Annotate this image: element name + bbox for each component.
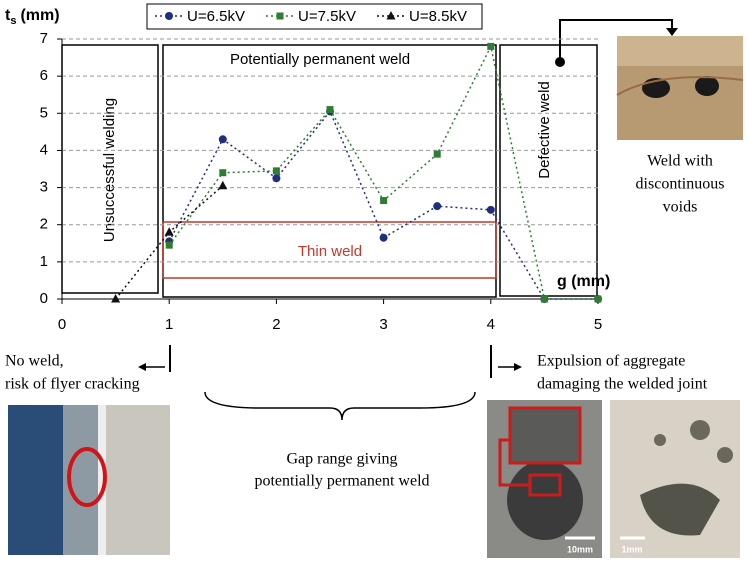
y-tick-label: 5 (40, 104, 48, 121)
point (433, 150, 441, 158)
annotation: Weld with (647, 153, 713, 170)
x-tick-label: 4 (487, 316, 495, 333)
point (218, 180, 228, 190)
annotation: Gap range giving (286, 451, 397, 468)
arrow-head (666, 28, 678, 36)
y-tick-label: 4 (40, 141, 48, 158)
point (326, 106, 334, 114)
photo-expulsion-b: 1mm (610, 400, 740, 558)
region-box (499, 44, 598, 297)
x-tick-label: 2 (272, 316, 280, 333)
point (272, 167, 280, 175)
annotation: voids (663, 199, 698, 216)
legend-marker (165, 12, 173, 20)
x-tick-label: 0 (58, 316, 66, 333)
annotation: risk of flyer cracking (5, 376, 140, 393)
arrow-head (514, 363, 522, 371)
point (164, 227, 174, 236)
point (111, 294, 121, 303)
annotation: damaging the welded joint (537, 376, 708, 393)
region-label: Defective weld (536, 81, 553, 179)
region-label: Unsuccessful welding (101, 98, 118, 242)
arrow-head (138, 363, 146, 371)
point (219, 169, 227, 177)
photo-voids (616, 36, 744, 140)
annotation: discontinuous (636, 176, 725, 193)
point (218, 135, 227, 144)
point (486, 205, 495, 214)
region-label: Thin weld (298, 243, 362, 260)
region-box (162, 44, 497, 298)
photo-flyer (8, 405, 170, 555)
point (165, 241, 173, 249)
point (379, 233, 388, 242)
x-tick-label: 5 (594, 316, 602, 333)
x-axis-label: g (mm) (557, 273, 610, 290)
legend-marker (276, 12, 284, 20)
scale-label: 1mm (621, 544, 642, 554)
point (594, 295, 602, 303)
legend-label: U=7.5kV (298, 8, 356, 25)
point (487, 42, 495, 50)
annotation: No weld, (5, 353, 64, 370)
y-tick-label: 2 (40, 216, 48, 233)
legend-label: U=8.5kV (409, 8, 467, 25)
series-line (168, 44, 598, 300)
y-axis-label: ts (mm) (5, 7, 60, 27)
x-tick-label: 3 (379, 316, 387, 333)
region-label: Potentially permanent weld (230, 51, 410, 68)
annotation: Expulsion of aggregate (537, 353, 685, 370)
point (380, 197, 388, 205)
scale-label: 10mm (567, 544, 593, 554)
brace (204, 391, 476, 421)
photo-expulsion-a: 10mm (487, 400, 602, 558)
x-tick-label: 1 (165, 316, 173, 333)
y-tick-label: 6 (40, 67, 48, 84)
region-box (162, 221, 497, 279)
y-tick-label: 3 (40, 179, 48, 196)
legend-label: U=6.5kV (187, 8, 245, 25)
point (433, 202, 442, 211)
legend-marker (386, 11, 396, 20)
pointer-line (559, 19, 673, 62)
y-tick-label: 0 (40, 290, 48, 307)
y-tick-label: 7 (40, 30, 48, 47)
point (540, 295, 548, 303)
annotation: potentially permanent weld (254, 473, 429, 490)
series-line (168, 109, 598, 300)
point (272, 174, 281, 183)
legend-box (146, 3, 483, 30)
y-tick-label: 1 (40, 253, 48, 270)
